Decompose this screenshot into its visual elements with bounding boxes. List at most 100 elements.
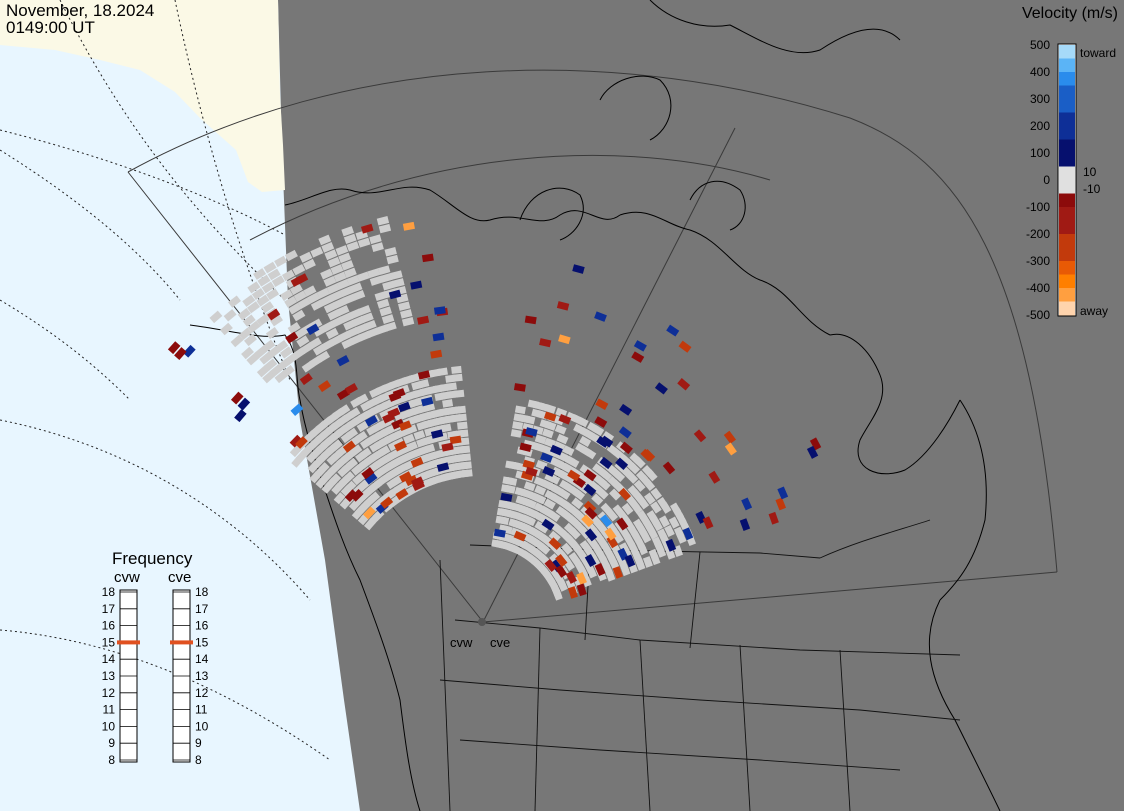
inner-label-negative: -10 — [1083, 182, 1101, 196]
radar-echo-cell — [237, 397, 251, 411]
radar-echo-cell — [378, 223, 392, 234]
radar-echo-cell — [269, 314, 283, 327]
radar-echo-cell — [612, 566, 624, 579]
radar-echo-cell — [589, 481, 602, 494]
radar-echo-cell — [539, 338, 552, 348]
radar-echo-cell — [287, 322, 301, 334]
radar-echo-cell — [618, 426, 632, 439]
radar-echo-cell — [391, 418, 405, 430]
radar-echo-cell — [293, 290, 307, 302]
radar-echo-cell — [266, 288, 280, 301]
radar-label-cvw: cvw — [450, 635, 473, 650]
radar-echo-cell — [326, 453, 339, 466]
frequency-radar-label-cve: cve — [168, 569, 192, 586]
radar-echo-cell — [496, 507, 508, 517]
radar-echo-cell — [246, 301, 261, 314]
colorbar-segment — [1059, 193, 1075, 208]
colorbar-tick-label: 400 — [1030, 65, 1050, 79]
radar-echo-cell — [360, 223, 374, 234]
colorbar-segment — [1059, 247, 1075, 262]
radar-echo-cell — [281, 269, 295, 282]
radar-site-cvw — [478, 618, 486, 626]
radar-echo-cell — [234, 409, 247, 423]
radar-echo-cell — [325, 327, 339, 340]
radar-echo-cell — [775, 497, 787, 511]
inner-label-positive: 10 — [1083, 165, 1097, 179]
radar-echo-cell — [654, 382, 668, 395]
radar-echo-cell — [299, 251, 313, 263]
radar-echo-cell — [599, 456, 613, 470]
radar-echo-cell — [318, 234, 332, 246]
radar-echo-cell — [555, 554, 568, 567]
radar-echo-cell — [533, 476, 546, 487]
toward-label: toward — [1080, 46, 1116, 60]
radar-echo-cell — [607, 475, 620, 488]
radar-echo-cell — [573, 423, 586, 435]
radar-echo-cell — [662, 461, 676, 475]
radar-echo-cell — [416, 437, 428, 448]
radar-echo-cell — [267, 268, 281, 281]
radar-echo-cell — [336, 305, 350, 317]
radar-echo-cell — [594, 416, 608, 428]
radar-echo-cell — [336, 279, 350, 290]
radar-echo-cell — [539, 419, 552, 429]
radar-echo-cell — [502, 476, 514, 486]
radar-echo-cell — [295, 273, 309, 285]
radar-echo-cell — [341, 226, 355, 237]
radar-echo-cell — [619, 542, 630, 555]
radar-echo-cell — [495, 515, 507, 525]
radar-echo-cell — [666, 324, 680, 337]
radar-echo-cell — [363, 518, 376, 531]
radar-echo-cell — [650, 487, 662, 500]
radar-echo-cell — [641, 464, 654, 478]
radar-echo-cell — [642, 448, 656, 462]
frequency-tick-label: 13 — [102, 669, 116, 683]
radar-echo-cell — [392, 278, 405, 288]
colorbar-segment — [1059, 85, 1075, 100]
radar-echo-cell — [301, 360, 315, 373]
colorbar-tick-label: 0 — [1043, 173, 1050, 187]
radar-echo-cell — [357, 237, 371, 248]
radar-echo-cell — [265, 327, 279, 340]
frequency-tick-label: 13 — [195, 669, 209, 683]
radar-echo-cell — [302, 258, 316, 271]
radar-echo-cell — [261, 281, 275, 294]
radar-echo-cell — [806, 445, 819, 459]
radar-echo-cell — [361, 467, 375, 480]
radar-echo-cell — [350, 396, 363, 408]
radar-echo-cell — [664, 524, 675, 538]
radar-echo-cell — [256, 294, 270, 307]
radar-echo-cell — [637, 510, 649, 523]
radar-echo-cell — [604, 527, 617, 541]
radar-echo-cell — [525, 543, 539, 556]
radar-echo-cell — [670, 502, 682, 515]
radar-echo-cell — [360, 312, 374, 323]
radar-echo-cell — [505, 460, 517, 470]
radar-echo-cell — [321, 481, 334, 494]
radar-echo-cell — [374, 291, 388, 302]
radar-echo-cell — [342, 440, 356, 453]
radar-echo-cell — [616, 517, 629, 531]
radar-echo-cell — [777, 486, 789, 500]
radar-echo-cell — [284, 295, 298, 308]
radar-echo-cell — [621, 502, 634, 516]
radar-echo-cell — [256, 314, 270, 327]
radar-echo-cell — [457, 421, 468, 430]
radar-echo-cell — [327, 309, 341, 321]
radar-echo-cell — [411, 380, 423, 391]
radar-echo-cell — [371, 242, 384, 252]
frequency-tick-label: 17 — [102, 602, 116, 616]
radar-echo-cell — [333, 297, 347, 309]
radar-echo-cell — [274, 255, 288, 268]
radar-echo-cell — [343, 319, 357, 331]
radar-echo-cell — [581, 514, 594, 528]
frequency-column-cvw: 18 17 16 15 14 13 12 11 10 9 8 — [102, 585, 140, 767]
radar-echo-cell — [339, 286, 353, 298]
radar-echo-cell — [384, 247, 397, 257]
radar-echo-cell — [578, 473, 592, 485]
radar-echo-cell — [310, 246, 324, 258]
radar-echo-cell — [442, 399, 454, 408]
radar-echo-cell — [357, 271, 370, 282]
radar-echo-cell — [434, 392, 446, 401]
radar-echo-cell — [238, 327, 252, 340]
